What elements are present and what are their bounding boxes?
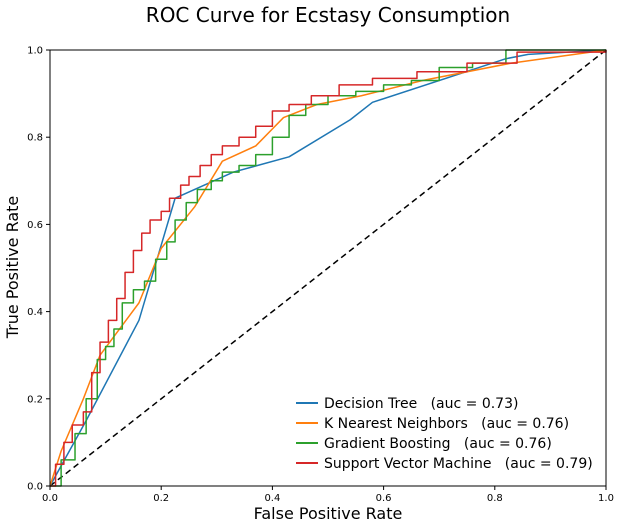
x-tick-label: 1.0 bbox=[598, 493, 614, 504]
series-line-3 bbox=[50, 50, 607, 487]
legend-label-0: Decision Tree (auc = 0.73) bbox=[324, 396, 518, 412]
x-tick-label: 0.2 bbox=[153, 493, 169, 504]
plot-frame bbox=[49, 49, 607, 487]
series-group bbox=[49, 49, 607, 487]
legend-label-3: Support Vector Machine (auc = 0.79) bbox=[324, 456, 593, 472]
diagonal-reference-line bbox=[49, 49, 607, 487]
y-tick-label: 0.6 bbox=[27, 220, 43, 231]
series-line-2 bbox=[50, 49, 606, 487]
y-axis-title: True Positive Rate bbox=[3, 196, 22, 340]
legend-label-2: Gradient Boosting (auc = 0.76) bbox=[324, 436, 552, 452]
plot-area bbox=[49, 49, 607, 487]
x-axis-ticks: 0.0 0.2 0.4 0.6 0.8 1.0 bbox=[42, 486, 614, 504]
y-tick-label: 0.4 bbox=[27, 307, 43, 318]
y-tick-label: 1.0 bbox=[27, 46, 43, 57]
y-tick-label: 0.2 bbox=[27, 394, 43, 405]
x-tick-label: 0.8 bbox=[487, 493, 503, 504]
x-tick-label: 0.4 bbox=[264, 493, 280, 504]
y-tick-label: 0.0 bbox=[27, 482, 43, 493]
legend-label-1: K Nearest Neighbors (auc = 0.76) bbox=[324, 416, 569, 432]
y-tick-label: 0.8 bbox=[27, 133, 43, 144]
y-axis-ticks: 0.0 0.2 0.4 0.6 0.8 1.0 bbox=[27, 46, 50, 493]
chart-title: ROC Curve for Ecstasy Consumption bbox=[146, 3, 510, 27]
x-axis-title: False Positive Rate bbox=[254, 504, 403, 523]
x-tick-label: 0.0 bbox=[42, 493, 58, 504]
x-tick-label: 0.6 bbox=[376, 493, 392, 504]
series-line-0 bbox=[49, 49, 607, 487]
legend: Decision Tree (auc = 0.73) K Nearest Neig… bbox=[296, 396, 593, 472]
